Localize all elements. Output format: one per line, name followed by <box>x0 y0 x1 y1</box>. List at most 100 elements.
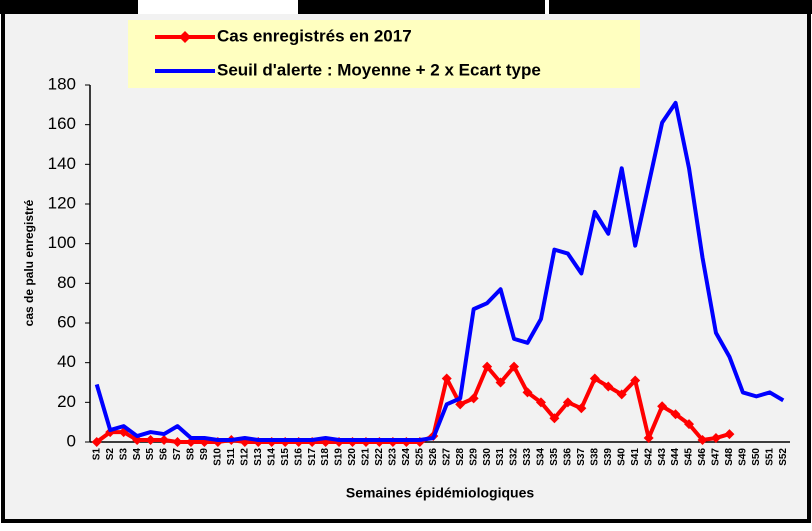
x-tick-label: S44 <box>670 448 681 466</box>
x-tick-label: S4 <box>132 448 143 461</box>
x-tick-label: S14 <box>266 448 277 466</box>
point-marker <box>562 397 573 408</box>
point-marker <box>697 435 708 446</box>
y-tick-label: 80 <box>57 273 76 292</box>
y-tick-label: 160 <box>48 114 76 133</box>
x-tick-label: S41 <box>630 448 641 466</box>
x-tick-label: S9 <box>199 448 210 461</box>
y-tick-label: 180 <box>48 74 76 93</box>
point-marker <box>535 397 546 408</box>
point-marker <box>522 387 533 398</box>
point-marker <box>657 401 668 412</box>
y-tick-label: 20 <box>57 392 76 411</box>
y-tick-label: 0 <box>67 431 76 450</box>
x-tick-label: S45 <box>684 448 695 466</box>
y-tick-label: 100 <box>48 233 76 252</box>
x-tick-label: S18 <box>320 448 331 466</box>
x-tick-label: S12 <box>239 448 250 466</box>
x-tick-label: S26 <box>428 448 439 466</box>
point-marker <box>482 361 493 372</box>
point-marker <box>441 373 452 384</box>
x-tick-label: S51 <box>764 448 775 466</box>
x-tick-label: S39 <box>603 448 614 466</box>
point-marker <box>509 361 520 372</box>
point-marker <box>670 409 681 420</box>
point-marker <box>589 373 600 384</box>
point-marker <box>710 433 721 444</box>
x-tick-label: S33 <box>522 448 533 466</box>
x-tick-label: S19 <box>334 448 345 466</box>
legend-marker <box>179 31 191 43</box>
legend-box <box>128 20 640 88</box>
x-tick-label: S15 <box>280 448 291 466</box>
point-marker <box>724 429 735 440</box>
point-marker <box>630 375 641 386</box>
legend-label: Cas enregistrés en 2017 <box>217 26 412 45</box>
x-tick-label: S47 <box>711 448 722 466</box>
x-tick-label: S46 <box>697 448 708 466</box>
y-tick-label: 40 <box>57 352 76 371</box>
x-tick-label: S32 <box>509 448 520 466</box>
point-marker <box>684 419 695 430</box>
point-marker <box>576 403 587 414</box>
x-tick-label: S11 <box>226 448 237 466</box>
point-marker <box>91 437 102 447</box>
point-marker <box>455 399 466 410</box>
x-tick-label: S10 <box>213 448 224 466</box>
point-marker <box>145 435 156 446</box>
point-marker <box>549 413 560 424</box>
series-line <box>94 100 785 443</box>
point-marker <box>172 437 183 447</box>
x-tick-label: S48 <box>724 448 735 466</box>
top-gap <box>138 0 298 14</box>
x-tick-label: S6 <box>159 448 170 461</box>
x-tick-label: S22 <box>374 448 385 466</box>
y-tick-label: 60 <box>57 312 76 331</box>
y-tick-label: 120 <box>48 193 76 212</box>
x-tick-label: S17 <box>307 448 318 466</box>
point-marker <box>643 433 654 444</box>
x-tick-label: S27 <box>441 448 452 466</box>
x-tick-label: S29 <box>468 448 479 466</box>
point-marker <box>603 381 614 392</box>
x-tick-label: S16 <box>293 448 304 466</box>
x-tick-label: S5 <box>145 448 156 461</box>
x-tick-label: S25 <box>414 448 425 466</box>
top-gap <box>545 0 549 14</box>
x-tick-label: S8 <box>186 448 197 461</box>
top-band <box>0 0 812 14</box>
x-axis-label: Semaines épidémiologiques <box>346 485 534 501</box>
y-axis-label: cas de palu enregistré <box>22 199 36 326</box>
point-marker <box>616 389 627 400</box>
x-tick-label: S49 <box>738 448 749 466</box>
point-marker <box>495 377 506 388</box>
x-tick-label: S21 <box>361 448 372 466</box>
point-marker <box>159 435 170 446</box>
x-tick-label: S38 <box>589 448 600 466</box>
point-marker <box>132 435 143 446</box>
x-tick-label: S20 <box>347 448 358 466</box>
x-tick-label: S42 <box>643 448 654 466</box>
x-tick-label: S43 <box>657 448 668 466</box>
y-tick-label: 140 <box>48 154 76 173</box>
x-tick-label: S40 <box>616 448 627 466</box>
x-tick-label: S2 <box>105 448 116 461</box>
x-tick-label: S35 <box>549 448 560 466</box>
x-tick-label: S50 <box>751 448 762 466</box>
x-tick-label: S37 <box>576 448 587 466</box>
x-tick-label: S24 <box>401 448 412 466</box>
x-tick-label: S52 <box>778 448 789 466</box>
x-tick-label: S34 <box>536 448 547 466</box>
x-tick-label: S28 <box>455 448 466 466</box>
x-tick-label: S3 <box>118 448 129 461</box>
point-marker <box>468 393 479 404</box>
x-tick-label: S1 <box>91 448 102 461</box>
x-tick-label: S30 <box>482 448 493 466</box>
x-tick-label: S36 <box>563 448 574 466</box>
x-tick-label: S13 <box>253 448 264 466</box>
x-tick-label: S31 <box>495 448 506 466</box>
x-tick-label: S23 <box>388 448 399 466</box>
x-tick-label: S7 <box>172 448 183 461</box>
legend-label: Seuil d'alerte : Moyenne + 2 x Ecart typ… <box>217 60 541 79</box>
